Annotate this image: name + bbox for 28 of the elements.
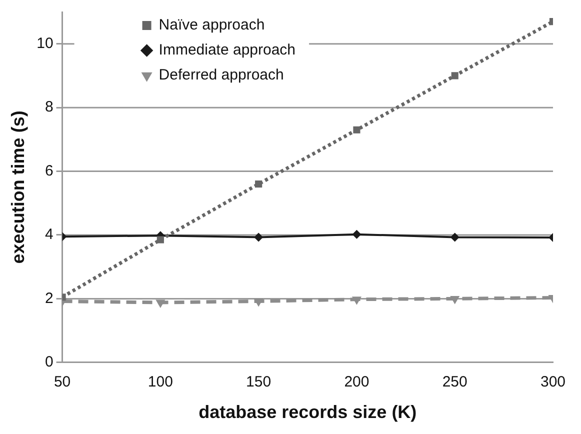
point xyxy=(353,126,360,134)
y-tick-label: 8 xyxy=(44,98,54,116)
x-tick-label: 100 xyxy=(148,374,173,391)
y-tick-label: 2 xyxy=(44,290,54,307)
point xyxy=(450,232,460,242)
y-tick-label: 10 xyxy=(36,34,54,52)
y-axis-title: execution time (s) xyxy=(8,110,28,264)
legend-label: Naïve approach xyxy=(158,16,265,34)
y-tick-label: 4 xyxy=(44,226,54,244)
point xyxy=(156,300,166,308)
point xyxy=(254,298,264,307)
x-tick-label: 300 xyxy=(540,374,566,391)
x-tick-label: 250 xyxy=(442,374,468,391)
x-tick-label: 50 xyxy=(54,374,71,391)
legend-label: Deferred approach xyxy=(158,66,284,84)
x-axis-title: database records size (K) xyxy=(198,402,417,422)
legend-label: Immediate approach xyxy=(158,42,296,59)
point xyxy=(352,230,362,239)
point xyxy=(352,296,362,305)
point xyxy=(254,232,264,242)
point xyxy=(255,180,262,188)
point xyxy=(451,72,458,80)
point xyxy=(450,296,460,304)
point xyxy=(156,236,164,244)
y-tick-label: 0 xyxy=(44,354,54,371)
x-tick-label: 200 xyxy=(344,374,370,391)
x-tick-label: 150 xyxy=(246,374,272,391)
y-tick-label: 6 xyxy=(44,162,54,180)
